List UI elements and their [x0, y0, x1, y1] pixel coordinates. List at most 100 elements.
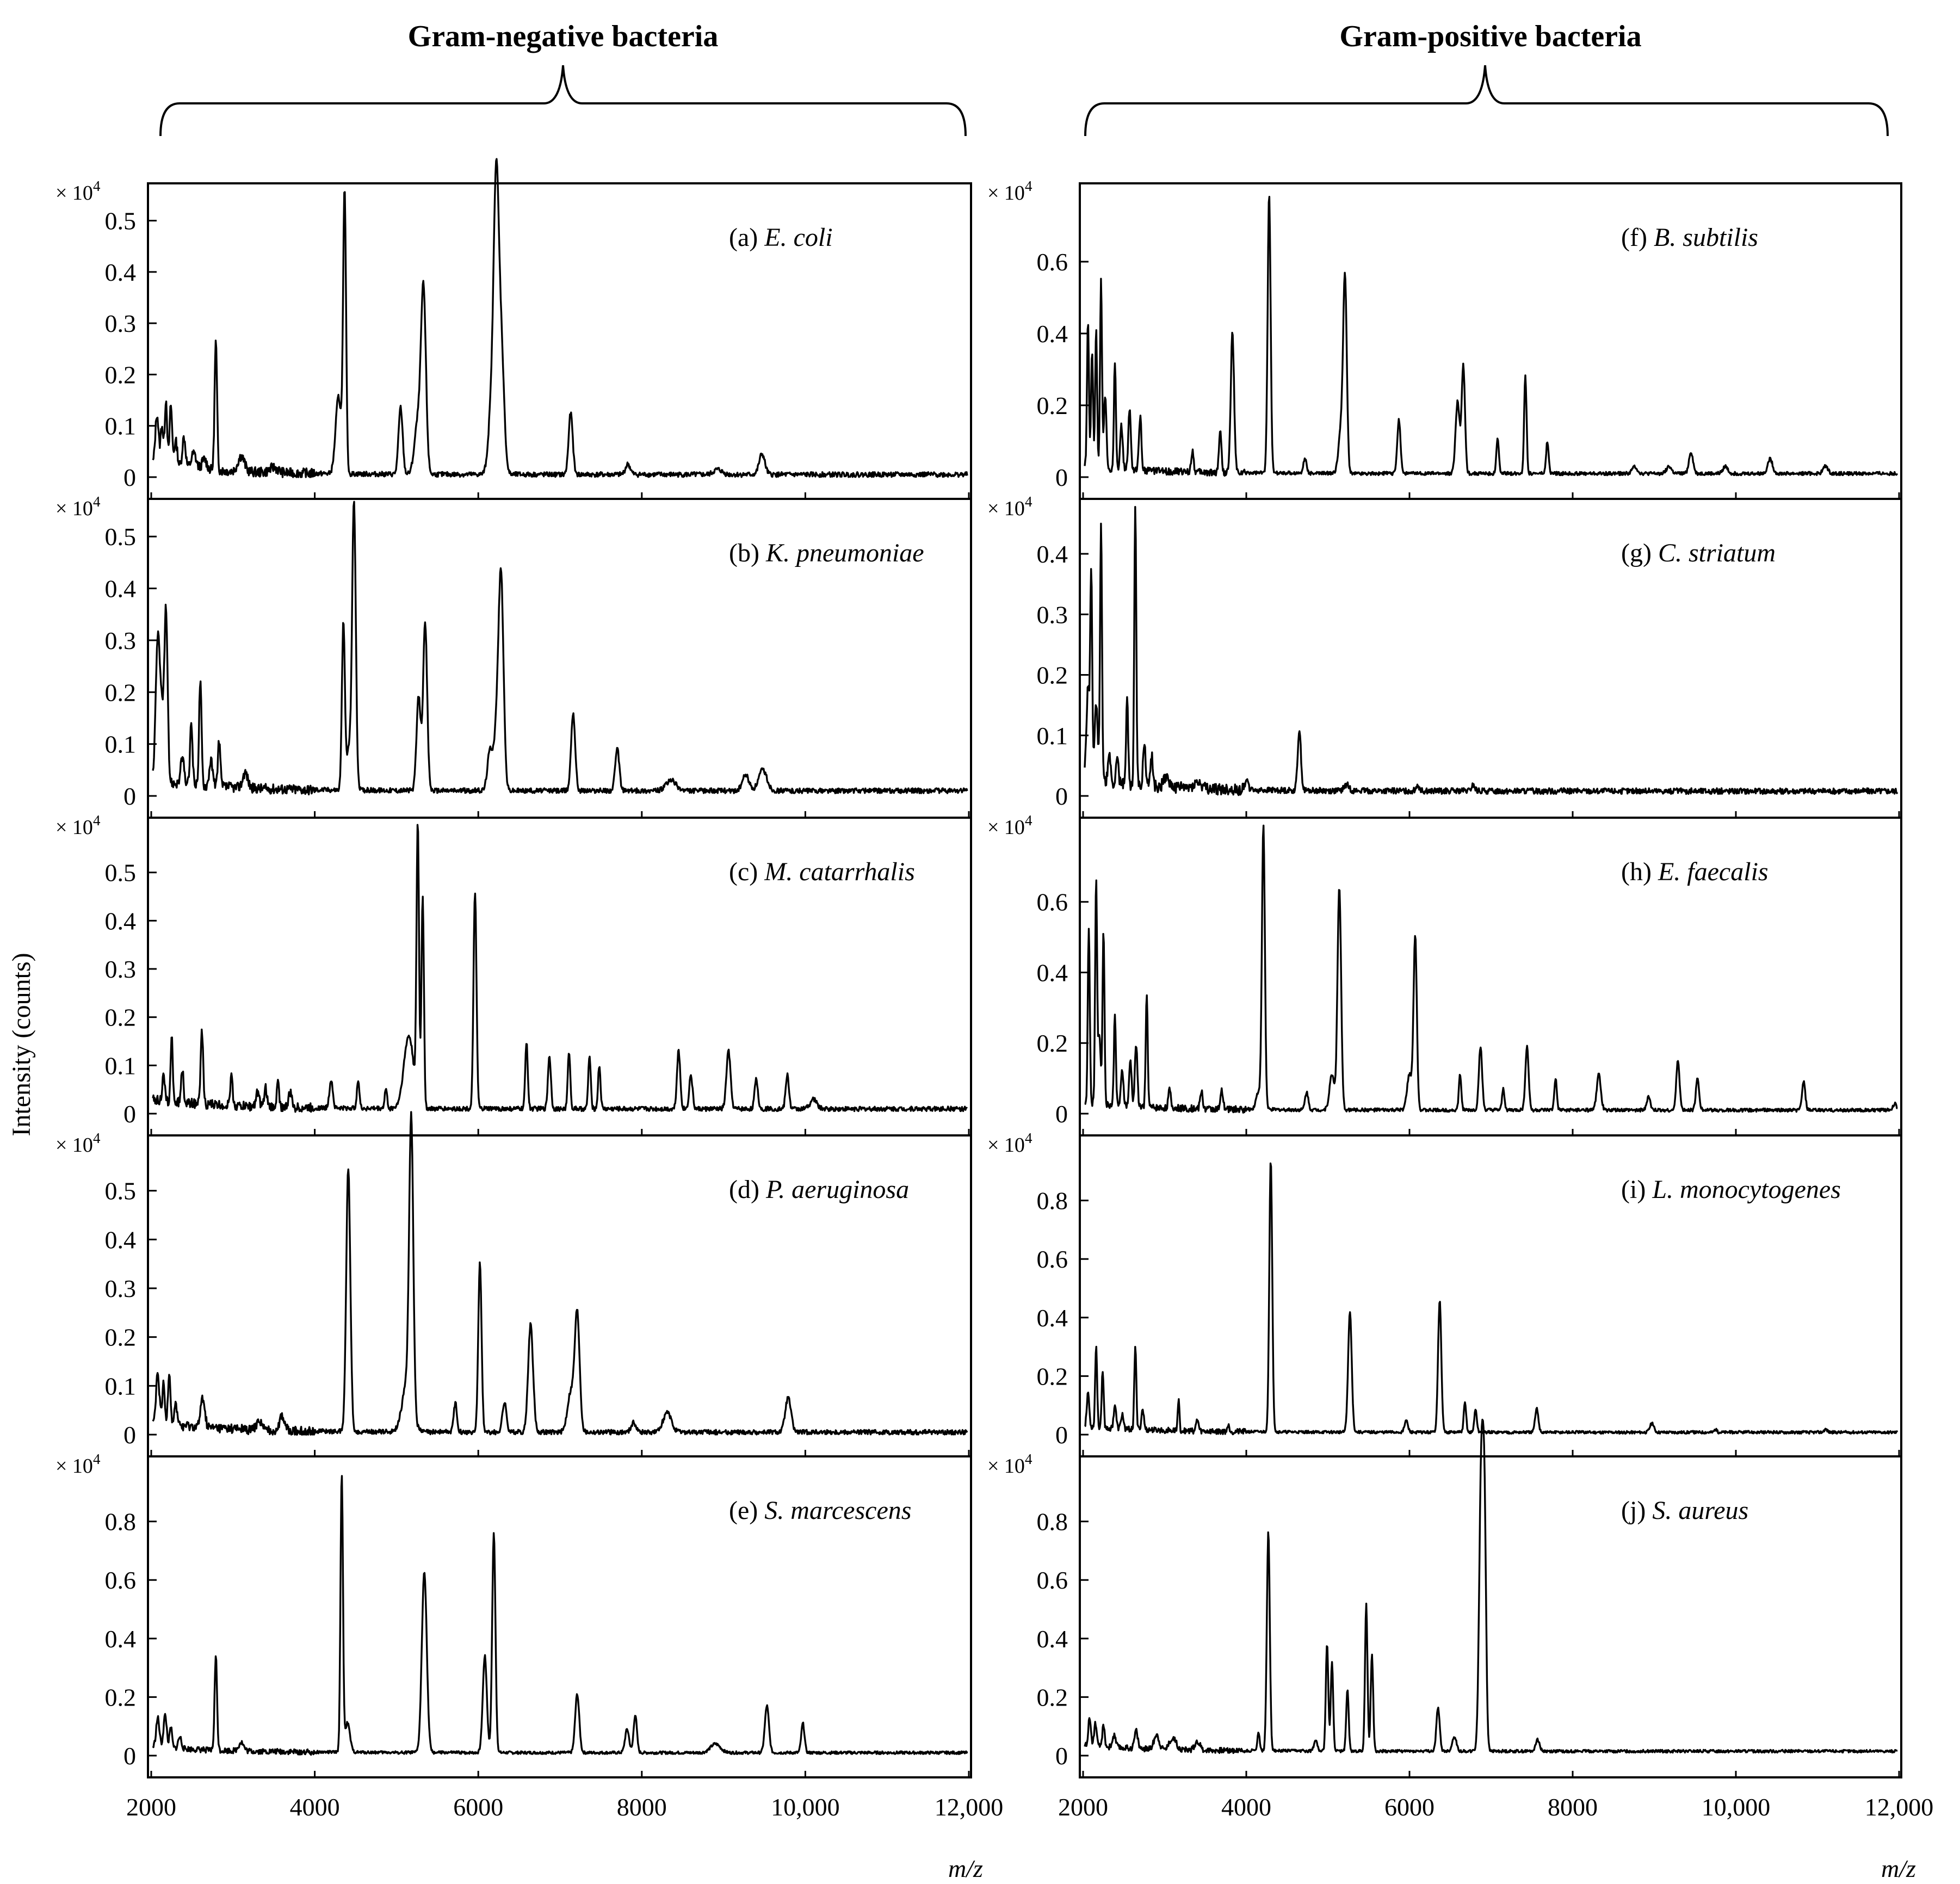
y-tick-label: 0	[123, 1100, 136, 1128]
y-tick-label: 0.2	[105, 1683, 137, 1711]
panel-g: 0 0.1 0.2 0.3 0.4× 104 (g) C. striatum	[987, 493, 1902, 819]
panel-f: 0 0.2 0.4 0.6 × 104 (f) B. subtilis	[987, 178, 1902, 500]
sci-multiplier: × 104	[55, 493, 101, 520]
y-tick-label: 0.2	[105, 678, 137, 706]
y-tick-label: 0.4	[1037, 1625, 1068, 1653]
gram-positive-brace	[1084, 65, 1889, 137]
panel-frame-a	[147, 182, 972, 500]
spectrum-line-j	[1084, 1418, 1898, 1754]
panel-d: 0 0.1 0.2 0.3 0.4 0.5× 104 (d) P. aeruginosa	[55, 1111, 972, 1457]
gram-positive-title: Gram-positive bacteria	[1339, 20, 1641, 53]
y-tick-label: 0.3	[1037, 601, 1068, 628]
y-tick-label: 0.5	[105, 207, 137, 235]
panel-label-a: (a) E. coli	[729, 223, 833, 252]
panel-label-d: (d) P. aeruginosa	[729, 1175, 909, 1204]
y-tick-label: 0.1	[1037, 722, 1068, 750]
panel-frame-e	[147, 1455, 972, 1778]
y-tick-label: 0.4	[1037, 1304, 1068, 1332]
panel-frame-j	[1079, 1455, 1902, 1778]
y-tick-label: 0.1	[105, 412, 137, 440]
spectrum-line-e	[152, 1475, 968, 1756]
y-tick-label: 0	[1055, 1100, 1068, 1128]
panel-label-j: (j) S. aureus	[1621, 1496, 1748, 1525]
mz-label-right: m/z	[1881, 1855, 1916, 1882]
panel-j: 0 0.2 0.4 0.6 0.8 × 104 (j) S. aureus 2000 4000 6…	[987, 1418, 1934, 1821]
mz-label-left: m/z	[948, 1855, 983, 1882]
y-tick-label: 0.5	[105, 859, 137, 887]
y-tick-label: 0.4	[1037, 320, 1068, 348]
y-tick-label: 0	[1055, 782, 1068, 810]
y-tick-label: 0.4	[105, 1625, 137, 1653]
y-tick-label: 0	[123, 782, 136, 810]
x-tick-label: 12,000	[935, 1793, 1004, 1821]
x-tick-label: 8000	[1548, 1793, 1598, 1821]
y-tick-label: 0.2	[105, 1004, 137, 1031]
sci-multiplier: × 104	[987, 1451, 1032, 1478]
x-tick-label: 6000	[453, 1793, 503, 1821]
y-tick-label: 0	[123, 1742, 136, 1770]
sci-multiplier: × 104	[987, 493, 1032, 520]
x-tick-label: 12,000	[1865, 1793, 1934, 1821]
spectrum-line-h	[1084, 824, 1898, 1114]
y-tick-label: 0.4	[105, 907, 137, 935]
panel-i: 0 0.2 0.4 0.6 0.8 × 104 (i) L. monocytogenes	[987, 1130, 1902, 1457]
panel-label-g: (g) C. striatum	[1621, 539, 1776, 567]
sci-multiplier: × 104	[987, 1130, 1032, 1157]
panel-label-b: (b) K. pneumoniae	[729, 539, 924, 567]
y-tick-label: 0.1	[105, 1052, 137, 1079]
sci-multiplier: × 104	[55, 1130, 101, 1157]
panel-e: 0 0.2 0.4 0.6 0.8 × 104 (e) S. marcescens 2000 4…	[55, 1451, 1003, 1821]
y-tick-label: 0.1	[105, 1372, 137, 1400]
y-tick-label: 0.3	[105, 627, 137, 654]
y-tick-label: 0.4	[1037, 959, 1068, 986]
y-tick-label: 0.6	[1037, 1245, 1068, 1273]
y-tick-label: 0	[123, 1421, 136, 1449]
panel-label-f: (f) B. subtilis	[1621, 223, 1758, 252]
y-tick-label: 0.2	[105, 1324, 137, 1351]
gram-negative-brace	[159, 65, 967, 137]
y-tick-label: 0	[1055, 1742, 1068, 1770]
gram-negative-title: Gram-negative bacteria	[408, 20, 719, 53]
y-tick-label: 0.2	[1037, 662, 1068, 689]
panel-label-h: (h) E. faecalis	[1621, 857, 1769, 886]
y-tick-label: 0.4	[105, 258, 137, 286]
y-tick-label: 0.4	[105, 575, 137, 603]
y-tick-label: 0.2	[105, 361, 137, 388]
x-tick-label: 4000	[1221, 1793, 1271, 1821]
panel-c: 0 0.1 0.2 0.3 0.4 0.5× 104 (c) M. catarrhalis	[55, 812, 972, 1136]
y-axis-label: Intensity (counts)	[7, 953, 36, 1136]
y-tick-label: 0.6	[105, 1566, 137, 1594]
y-tick-label: 0.6	[1037, 1566, 1068, 1594]
x-tick-label: 2000	[1058, 1793, 1108, 1821]
spectrum-line-b	[152, 501, 968, 795]
panel-b: 0 0.1 0.2 0.3 0.4 0.5× 104 (b) K. pneumoniae	[55, 493, 972, 819]
y-tick-label: 0.3	[105, 955, 137, 983]
y-tick-label: 0.5	[105, 523, 137, 551]
y-tick-label: 0.6	[1037, 248, 1068, 276]
y-tick-label: 0.2	[1037, 1683, 1068, 1711]
x-tick-label: 4000	[290, 1793, 340, 1821]
spectrum-line-c	[152, 824, 968, 1113]
x-tick-label: 6000	[1384, 1793, 1435, 1821]
x-tick-label: 2000	[126, 1793, 176, 1821]
y-tick-label: 0.2	[1037, 1029, 1068, 1057]
panels: 00.10.20.30.40.5× 104(a) E. coli00.10.20…	[55, 158, 1934, 1821]
y-tick-label: 0.4	[105, 1226, 137, 1253]
y-tick-label: 0.4	[1037, 540, 1068, 568]
x-tick-label: 10,000	[771, 1793, 840, 1821]
y-tick-label: 0.2	[1037, 1362, 1068, 1390]
panel-frame-g	[1079, 498, 1902, 819]
y-tick-label: 0	[1055, 464, 1068, 491]
sci-multiplier: × 104	[55, 178, 101, 205]
spectrum-line-i	[1084, 1162, 1899, 1436]
y-tick-label: 0.8	[1037, 1508, 1068, 1536]
panel-a: 0 0.1 0.2 0.3 0.4 0.5× 104 (a) E. coli	[55, 158, 972, 500]
y-tick-label: 0.1	[105, 731, 137, 758]
sci-multiplier: × 104	[55, 1451, 101, 1478]
panel-frame-f	[1079, 182, 1902, 500]
spectrum-line-d	[152, 1111, 968, 1436]
panel-frame-h	[1079, 817, 1902, 1136]
y-tick-label: 0.8	[105, 1508, 137, 1536]
y-tick-label: 0.6	[1037, 888, 1068, 916]
sci-multiplier: × 104	[987, 178, 1032, 205]
